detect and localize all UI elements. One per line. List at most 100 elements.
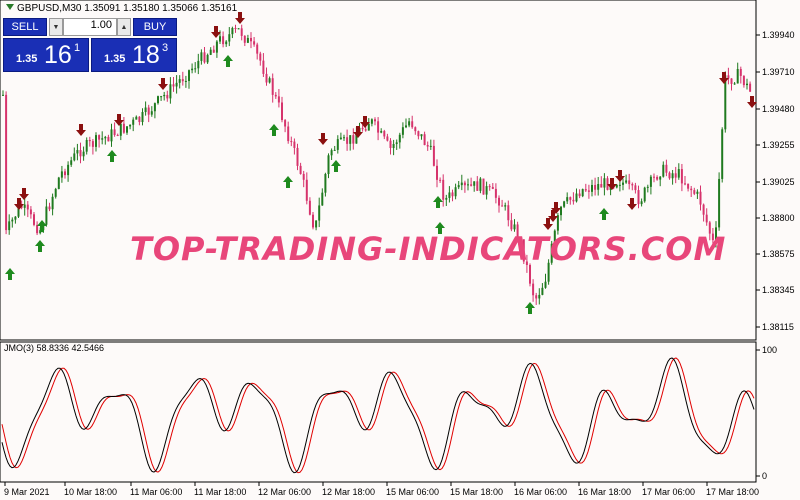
lot-decrease-button[interactable]: ▼ — [49, 18, 63, 36]
candle-body — [361, 127, 364, 130]
candle-body — [556, 215, 559, 231]
buy-button[interactable]: BUY — [133, 18, 177, 36]
candle-body — [519, 239, 522, 241]
sell-price-fraction: 1 — [74, 42, 81, 54]
candle-body — [494, 188, 497, 198]
candle-body — [668, 172, 671, 179]
candle-body — [705, 214, 708, 223]
candle-body — [724, 75, 727, 130]
candle-body — [370, 119, 373, 124]
candle-body — [532, 283, 535, 296]
candle-body — [742, 75, 745, 86]
candle-body — [346, 137, 349, 144]
buy-arrow-icon — [107, 150, 117, 162]
candle-body — [727, 75, 730, 79]
candle-body — [104, 136, 107, 139]
candle-body — [181, 79, 184, 82]
candle-body — [628, 180, 631, 185]
sell-arrow-icon — [318, 133, 328, 145]
time-label: 15 Mar 06:00 — [386, 487, 439, 497]
candle-body — [374, 119, 376, 122]
sell-price-prefix: 1.35 — [16, 53, 38, 65]
candle-body — [126, 126, 128, 133]
price-label: 1.38575 — [762, 249, 795, 259]
sell-arrow-icon — [19, 188, 29, 200]
candle-body — [746, 83, 748, 86]
candle-body — [237, 28, 240, 30]
sell-arrow-icon — [353, 126, 363, 138]
candle-body — [591, 184, 593, 192]
candle-body — [212, 49, 215, 53]
symbol-info-text: GBPUSD,M30 1.35091 1.35180 1.35066 1.351… — [17, 3, 238, 14]
buy-price-button[interactable]: 1.35 18 3 — [91, 38, 177, 72]
time-label: 11 Mar 06:00 — [130, 487, 182, 497]
candle-body — [476, 181, 479, 191]
candle-body — [215, 41, 218, 53]
candle-body — [696, 191, 699, 194]
candle-body — [14, 216, 17, 220]
buy-arrow-icon — [599, 208, 609, 220]
candle-body — [550, 243, 553, 263]
candle-body — [436, 165, 438, 180]
candle-body — [383, 131, 386, 137]
candle-body — [172, 84, 175, 87]
candle-body — [479, 178, 482, 191]
candle-body — [85, 139, 88, 152]
lot-increase-button[interactable]: ▲ — [117, 18, 131, 36]
buy-arrow-icon — [283, 176, 293, 188]
candle-body — [268, 78, 271, 83]
candle-body — [429, 145, 432, 147]
candle-body — [541, 287, 544, 295]
price-label: 1.38800 — [762, 213, 795, 223]
candle-body — [250, 37, 252, 42]
candle-body — [640, 201, 643, 205]
candle-body — [2, 94, 4, 96]
candle-body — [560, 206, 562, 216]
time-label: 9 Mar 2021 — [4, 487, 50, 497]
candle-body — [392, 144, 395, 149]
sell-price-button[interactable]: 1.35 16 1 — [3, 38, 89, 72]
candle-body — [656, 176, 659, 180]
candle-body — [398, 134, 401, 143]
candle-body — [547, 262, 550, 282]
candle-body — [538, 294, 541, 299]
candle-body — [290, 141, 293, 143]
candle-body — [256, 44, 259, 54]
candle-body — [88, 139, 91, 142]
candle-body — [141, 112, 144, 123]
candle-body — [67, 164, 70, 176]
candle-body — [405, 125, 407, 128]
candle-body — [597, 184, 600, 190]
sell-arrow-icon — [548, 210, 558, 222]
candle-body — [693, 190, 696, 194]
candle-body — [122, 123, 125, 133]
candle-body — [690, 188, 693, 191]
candle-body — [401, 127, 404, 135]
sell-button[interactable]: SELL — [3, 18, 47, 36]
collapse-triangle-icon[interactable] — [6, 4, 14, 10]
candle-body — [26, 204, 29, 210]
candle-body — [513, 224, 516, 230]
candle-body — [271, 78, 274, 95]
candle-body — [522, 239, 525, 262]
candle-body — [563, 201, 566, 207]
candle-body — [553, 230, 556, 244]
sell-arrow-icon — [14, 198, 24, 210]
lot-size-input[interactable]: 1.00 — [63, 18, 117, 36]
candle-body — [147, 107, 150, 115]
candle-body — [308, 200, 311, 215]
candle-body — [150, 111, 153, 115]
candle-body — [386, 136, 389, 141]
buy-arrow-icon — [433, 196, 443, 208]
osc-label: 0 — [762, 471, 767, 481]
candle-body — [665, 164, 668, 173]
indicator-title: JMO(3) 58.8336 42.5466 — [4, 343, 105, 353]
candle-body — [234, 27, 237, 29]
candle-body — [343, 137, 345, 139]
time-label: 17 Mar 06:00 — [642, 487, 695, 497]
buy-arrow-icon — [37, 220, 47, 232]
price-axis: 1.39940 1.39710 1.39480 1.39255 1.39025 1.388… — [756, 30, 795, 332]
candle-body — [29, 209, 32, 215]
